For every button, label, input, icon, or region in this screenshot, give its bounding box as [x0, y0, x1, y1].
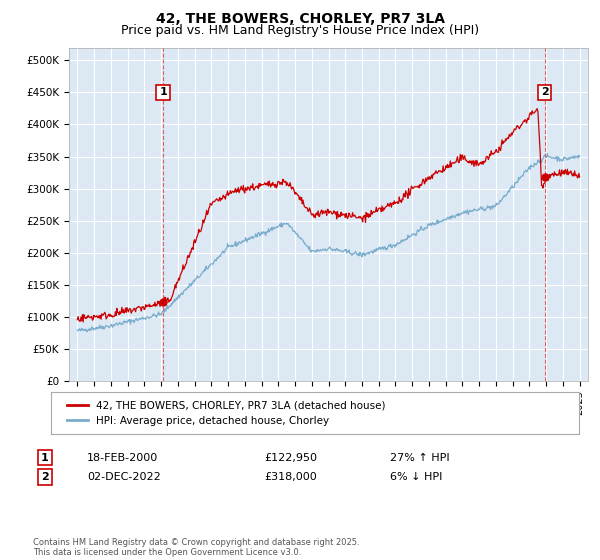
Text: Price paid vs. HM Land Registry's House Price Index (HPI): Price paid vs. HM Land Registry's House …: [121, 24, 479, 36]
Text: 02-DEC-2022: 02-DEC-2022: [87, 472, 161, 482]
Text: £122,950: £122,950: [264, 452, 317, 463]
Text: 42, THE BOWERS, CHORLEY, PR7 3LA: 42, THE BOWERS, CHORLEY, PR7 3LA: [155, 12, 445, 26]
Text: 18-FEB-2000: 18-FEB-2000: [87, 452, 158, 463]
Legend: 42, THE BOWERS, CHORLEY, PR7 3LA (detached house), HPI: Average price, detached : 42, THE BOWERS, CHORLEY, PR7 3LA (detach…: [61, 395, 391, 431]
Text: 6% ↓ HPI: 6% ↓ HPI: [390, 472, 442, 482]
Text: 27% ↑ HPI: 27% ↑ HPI: [390, 452, 449, 463]
Text: 2: 2: [41, 472, 49, 482]
Text: Contains HM Land Registry data © Crown copyright and database right 2025.
This d: Contains HM Land Registry data © Crown c…: [33, 538, 359, 557]
Text: 1: 1: [41, 452, 49, 463]
Text: 1: 1: [159, 87, 167, 97]
Text: 2: 2: [541, 87, 548, 97]
Text: £318,000: £318,000: [264, 472, 317, 482]
